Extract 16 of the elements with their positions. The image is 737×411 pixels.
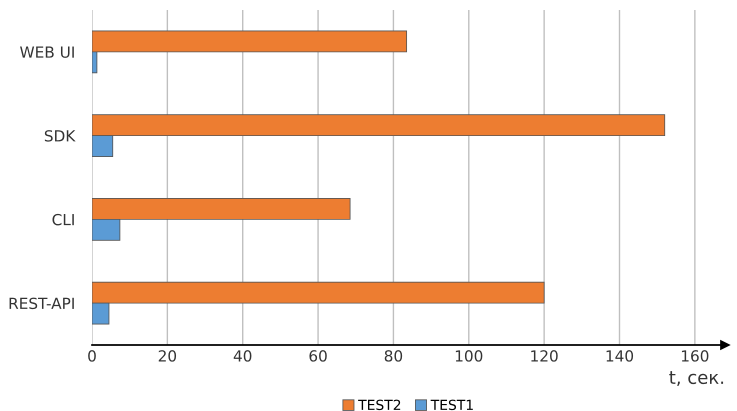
x-tick-label: 140 <box>606 350 634 362</box>
x-tick-label: 120 <box>531 350 558 362</box>
legend-label: TEST1 <box>430 400 473 410</box>
y-tick-label: CLI <box>52 214 74 226</box>
x-axis-title: t, сек. <box>669 371 724 386</box>
x-tick-label: 0 <box>88 350 96 362</box>
x-tick-label: 20 <box>158 350 176 362</box>
x-tick-label: 60 <box>309 350 327 362</box>
x-tick-label: 100 <box>456 350 482 362</box>
y-tick-label: REST-API <box>10 298 74 310</box>
legend-label: TEST2 <box>358 400 400 410</box>
x-tick-label: 160 <box>682 350 708 362</box>
y-tick-label: WEB UI <box>20 46 74 58</box>
y-tick-label: SDK <box>44 130 76 142</box>
x-tick-label: 40 <box>234 350 252 362</box>
x-tick-label: 80 <box>384 350 402 362</box>
